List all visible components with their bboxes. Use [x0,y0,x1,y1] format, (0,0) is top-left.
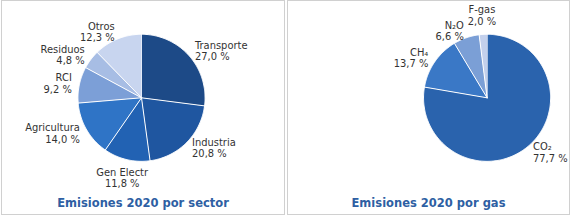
svg-text:Gen Electr11,8 %: Gen Electr11,8 % [96,167,149,189]
svg-text:CH₄13,7 %: CH₄13,7 % [394,47,429,69]
svg-text:Transporte27,0 %: Transporte27,0 % [194,40,248,62]
html-text:Emisiones 2020 por sector: Emisiones 2020 por sector [57,195,229,210]
svg-text:Otros12,3 %: Otros12,3 % [80,21,115,43]
html-text:Emisiones 2020 por gas: Emisiones 2020 por gas [351,195,506,210]
svg-text:F-gas2,0 %: F-gas2,0 % [468,4,496,26]
svg-text:Agricultura14,0 %: Agricultura14,0 % [25,122,80,144]
svg-text:Industria20,8 %: Industria20,8 % [192,137,236,159]
svg-text:RCI9,2 %: RCI9,2 % [44,72,72,94]
svg-text:CO₂77,7 %: CO₂77,7 % [533,141,568,163]
svg-text:Residuos4,8 %: Residuos4,8 % [40,44,84,66]
svg-text:N₂O6,6 %: N₂O6,6 % [435,19,464,41]
